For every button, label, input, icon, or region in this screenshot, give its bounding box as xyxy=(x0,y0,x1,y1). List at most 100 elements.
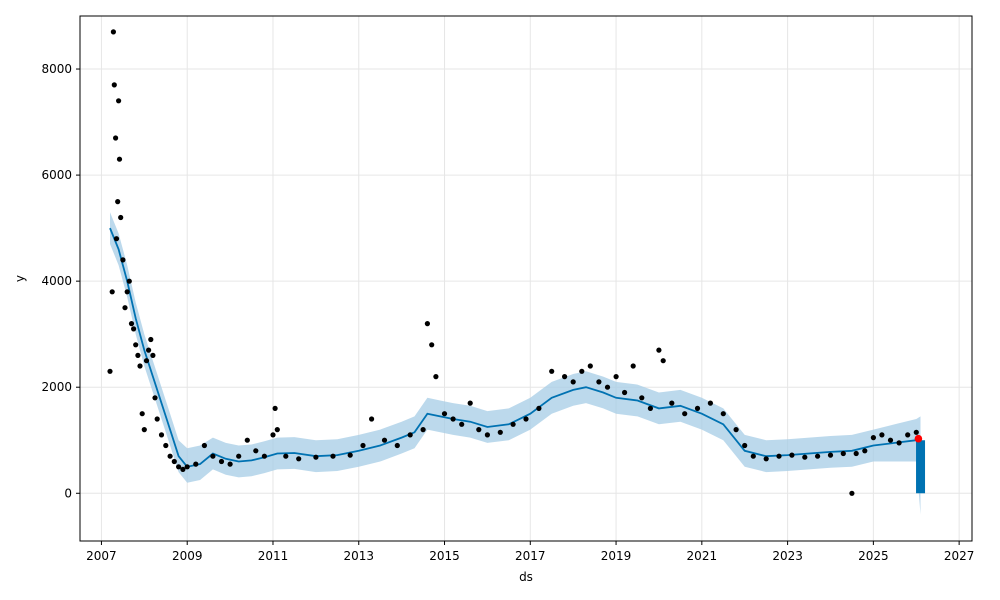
x-tick-label: 2017 xyxy=(515,549,546,563)
observed-point xyxy=(201,442,207,449)
observed-point xyxy=(193,461,199,467)
observed-point xyxy=(484,432,490,438)
x-tick-label: 2023 xyxy=(772,549,803,563)
observed-point xyxy=(135,352,141,358)
observed-point xyxy=(815,453,821,459)
observed-point xyxy=(742,442,748,449)
observed-point xyxy=(184,464,190,470)
observed-point xyxy=(849,490,855,496)
observed-point xyxy=(116,156,123,162)
observed-point xyxy=(381,437,388,443)
observed-point xyxy=(459,421,465,427)
y-tick-label: 8000 xyxy=(41,62,72,76)
observed-point xyxy=(116,98,122,104)
observed-point xyxy=(150,352,156,358)
observed-point xyxy=(604,384,611,390)
observed-point xyxy=(694,405,701,411)
observed-point xyxy=(647,405,654,411)
observed-point xyxy=(107,368,113,374)
observed-point xyxy=(887,437,894,443)
observed-point xyxy=(283,453,289,459)
observed-point xyxy=(360,442,366,449)
observed-point xyxy=(613,374,619,380)
x-tick-label: 2021 xyxy=(687,549,718,563)
observed-point xyxy=(110,29,116,35)
observed-point xyxy=(622,389,628,396)
observed-point xyxy=(579,368,585,374)
observed-point xyxy=(870,435,877,441)
observed-point xyxy=(139,411,145,417)
observed-point xyxy=(596,379,602,385)
observed-point xyxy=(536,405,542,411)
observed-point xyxy=(441,411,448,417)
observed-point xyxy=(424,321,430,327)
y-tick-label: 6000 xyxy=(41,168,72,182)
x-tick-label: 2013 xyxy=(343,549,374,563)
x-tick-label: 2025 xyxy=(858,549,889,563)
observed-point xyxy=(433,374,439,380)
observed-point xyxy=(896,440,902,446)
observed-point xyxy=(272,405,278,411)
forecast-line xyxy=(109,227,921,468)
observed-point xyxy=(120,257,126,263)
observed-point xyxy=(171,458,177,465)
observed-point xyxy=(394,442,400,449)
grid-layer xyxy=(80,16,972,541)
observed-point xyxy=(115,199,121,205)
observed-point xyxy=(244,437,250,443)
observed-point xyxy=(158,432,165,438)
observed-point xyxy=(497,429,503,435)
observed-point xyxy=(143,358,150,364)
observed-point xyxy=(109,289,115,295)
observed-point xyxy=(141,427,147,433)
observed-point xyxy=(113,135,119,141)
observed-point xyxy=(167,453,173,459)
x-tick-label: 2009 xyxy=(172,549,203,563)
y-tick-label: 0 xyxy=(64,486,72,500)
observed-point xyxy=(274,427,280,433)
observed-point xyxy=(669,400,675,406)
observed-point xyxy=(656,347,662,353)
observed-point xyxy=(176,464,182,470)
x-tick-label: 2027 xyxy=(944,549,975,563)
observed-point xyxy=(827,452,834,458)
observed-point xyxy=(853,450,859,457)
observed-point xyxy=(879,432,885,438)
observed-point xyxy=(570,379,576,385)
observed-point xyxy=(270,432,276,438)
observed-point xyxy=(137,363,143,369)
forecast-line-layer xyxy=(109,227,926,494)
y-axis-label: y xyxy=(13,275,27,282)
observed-point xyxy=(840,450,846,457)
x-tick-label: 2011 xyxy=(258,549,289,563)
observed-point xyxy=(122,305,128,311)
observed-point xyxy=(510,421,516,427)
observed-point xyxy=(261,453,267,459)
observed-point xyxy=(218,458,225,465)
y-tick-label: 2000 xyxy=(41,380,72,394)
observed-point xyxy=(682,411,688,417)
x-tick-label: 2007 xyxy=(86,549,117,563)
observed-point xyxy=(111,82,117,88)
observed-point xyxy=(905,432,911,438)
observed-point xyxy=(750,453,756,459)
observed-point xyxy=(126,278,132,284)
observed-point xyxy=(476,427,482,433)
observed-point xyxy=(131,326,137,332)
observed-point xyxy=(467,400,473,406)
observed-point xyxy=(763,456,769,462)
x-tick-label: 2019 xyxy=(601,549,632,563)
observed-point xyxy=(118,214,124,221)
observed-point xyxy=(124,289,130,295)
observed-point xyxy=(630,363,636,369)
observed-point xyxy=(562,374,568,380)
observed-point xyxy=(707,400,714,406)
observed-point xyxy=(450,416,456,422)
observed-point xyxy=(639,395,645,401)
observed-point xyxy=(429,342,435,348)
observed-point xyxy=(802,454,808,460)
observed-point xyxy=(330,453,336,459)
observed-point xyxy=(210,453,216,459)
